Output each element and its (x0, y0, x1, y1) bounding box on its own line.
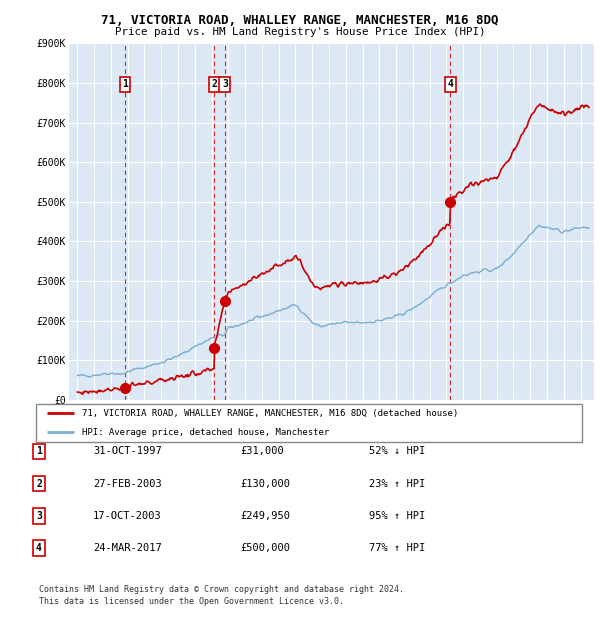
Text: HPI: Average price, detached house, Manchester: HPI: Average price, detached house, Manc… (82, 428, 329, 437)
Text: 71, VICTORIA ROAD, WHALLEY RANGE, MANCHESTER, M16 8DQ (detached house): 71, VICTORIA ROAD, WHALLEY RANGE, MANCHE… (82, 409, 458, 418)
Text: Price paid vs. HM Land Registry's House Price Index (HPI): Price paid vs. HM Land Registry's House … (115, 27, 485, 37)
Text: Contains HM Land Registry data © Crown copyright and database right 2024.
This d: Contains HM Land Registry data © Crown c… (39, 585, 404, 606)
Text: £130,000: £130,000 (240, 479, 290, 489)
Text: 71, VICTORIA ROAD, WHALLEY RANGE, MANCHESTER, M16 8DQ: 71, VICTORIA ROAD, WHALLEY RANGE, MANCHE… (101, 14, 499, 27)
Text: 4: 4 (447, 79, 453, 89)
Text: 27-FEB-2003: 27-FEB-2003 (93, 479, 162, 489)
Text: 31-OCT-1997: 31-OCT-1997 (93, 446, 162, 456)
Text: 1: 1 (36, 446, 42, 456)
Text: 23% ↑ HPI: 23% ↑ HPI (369, 479, 425, 489)
Text: £249,950: £249,950 (240, 511, 290, 521)
Text: 2: 2 (211, 79, 217, 89)
Text: 77% ↑ HPI: 77% ↑ HPI (369, 543, 425, 553)
Text: £500,000: £500,000 (240, 543, 290, 553)
Text: 17-OCT-2003: 17-OCT-2003 (93, 511, 162, 521)
Text: 24-MAR-2017: 24-MAR-2017 (93, 543, 162, 553)
Text: 52% ↓ HPI: 52% ↓ HPI (369, 446, 425, 456)
Text: 4: 4 (36, 543, 42, 553)
Text: 95% ↑ HPI: 95% ↑ HPI (369, 511, 425, 521)
Text: £31,000: £31,000 (240, 446, 284, 456)
Text: 2: 2 (36, 479, 42, 489)
FancyBboxPatch shape (36, 404, 582, 442)
Text: 3: 3 (36, 511, 42, 521)
Text: 1: 1 (122, 79, 128, 89)
Text: 3: 3 (222, 79, 228, 89)
